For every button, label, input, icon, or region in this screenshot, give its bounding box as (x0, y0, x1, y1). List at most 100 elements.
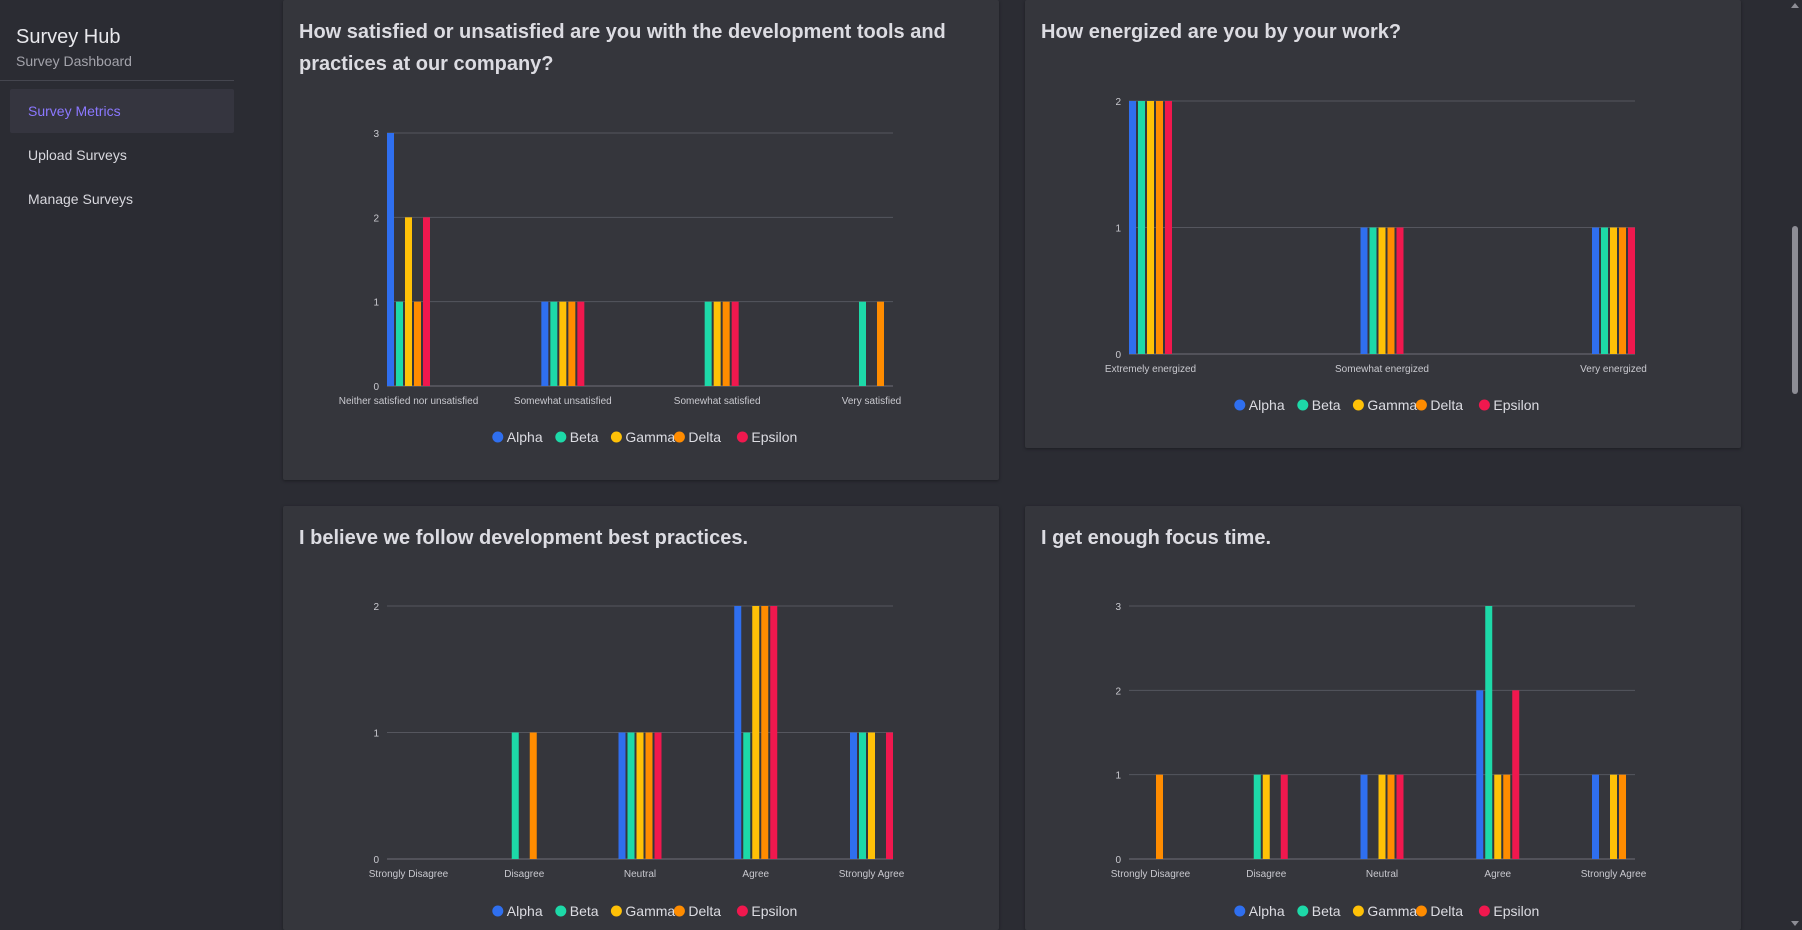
bar-delta (414, 301, 421, 386)
bar-delta (877, 301, 884, 386)
legend-swatch (1352, 905, 1364, 917)
x-tick-label: Disagree (1246, 869, 1286, 880)
app-title: Survey Hub (16, 26, 121, 48)
legend-swatch (1478, 399, 1490, 411)
y-tick-label: 0 (1115, 350, 1121, 361)
legend-label: Epsilon (751, 429, 797, 445)
sidebar-item-survey-metrics[interactable]: Survey Metrics (10, 89, 234, 133)
sidebar-item-upload-surveys[interactable]: Upload Surveys (28, 147, 127, 163)
bar-delta (645, 732, 653, 859)
x-tick-label: Somewhat unsatisfied (514, 396, 612, 407)
bar-epsilon (577, 301, 585, 386)
bar-epsilon (423, 217, 430, 386)
bar-gamma (405, 217, 412, 386)
bar-alpha (618, 732, 626, 859)
y-tick-label: 2 (1115, 686, 1121, 697)
bar-alpha (734, 606, 742, 859)
chart-card-best-practices: I believe we follow development best pra… (283, 506, 999, 930)
legend-label: Epsilon (1493, 397, 1539, 413)
y-tick-label: 0 (373, 855, 379, 866)
bar-beta (1138, 101, 1145, 354)
bar-gamma (1610, 227, 1617, 354)
bar-epsilon (770, 606, 778, 859)
bar-gamma (1147, 101, 1154, 354)
chart-card-focus-time: I get enough focus time. 0 1 2 3 Strongly Di… (1025, 506, 1741, 930)
legend-swatch (736, 431, 748, 443)
bar-delta (1619, 227, 1626, 354)
bar-gamma (1262, 774, 1270, 859)
bar-alpha (850, 732, 857, 859)
y-tick-label: 1 (373, 729, 379, 740)
x-tick-label: Strongly Agree (1581, 869, 1647, 880)
y-tick-label: 1 (1115, 771, 1121, 782)
bar-epsilon (1396, 774, 1404, 859)
bar-beta (859, 301, 866, 386)
bar-alpha (1360, 227, 1368, 354)
bar-epsilon (1280, 774, 1288, 859)
legend-swatch (673, 905, 685, 917)
bar-gamma (1610, 774, 1617, 859)
bar-gamma (559, 301, 567, 386)
bar-delta (1387, 227, 1395, 354)
bar-beta (511, 732, 519, 859)
x-tick-label: Agree (742, 869, 769, 880)
bar-chart: 0 1 2 3 Neither satisfied nor unsatisfied Som… (339, 129, 902, 445)
bar-gamma (636, 732, 644, 859)
legend-swatch (555, 431, 567, 443)
chart-title: How satisfied or unsatisfied are you wit… (299, 21, 946, 75)
bar-chart: 0 1 2 3 Strongly Disagree Disagree Neutral Agre… (1111, 602, 1647, 919)
bar-beta (550, 301, 558, 386)
chart-card-satisfaction: How satisfied or unsatisfied are you wit… (283, 0, 999, 480)
legend-label: Gamma (625, 903, 675, 919)
bar-beta (396, 301, 403, 386)
legend-label: Alpha (1249, 903, 1285, 919)
y-tick-label: 0 (1115, 855, 1121, 866)
legend-swatch (1234, 905, 1246, 917)
sidebar-nav: Survey Metrics Upload Surveys Manage Sur… (0, 89, 236, 221)
bar-chart: 0 1 2 Extremely energized Somewhat energized… (1105, 97, 1647, 413)
y-tick-label: 3 (1115, 602, 1121, 613)
legend-label: Delta (688, 429, 721, 445)
x-tick-label: Extremely energized (1105, 364, 1196, 375)
x-tick-label: Strongly Disagree (1111, 869, 1191, 880)
x-tick-label: Neutral (624, 869, 656, 880)
legend-label: Epsilon (751, 903, 797, 919)
legend-label: Gamma (1367, 397, 1417, 413)
legend-swatch (673, 431, 685, 443)
x-tick-label: Strongly Agree (839, 869, 905, 880)
scrollbar-thumb[interactable] (1792, 226, 1798, 394)
legend-label: Beta (570, 903, 599, 919)
bar-gamma (1378, 774, 1386, 859)
scroll-down-icon[interactable] (1791, 921, 1799, 926)
legend-swatch (610, 431, 622, 443)
bar-beta (1485, 606, 1493, 859)
bar-beta (743, 732, 751, 859)
bar-delta (1503, 774, 1511, 859)
scroll-up-icon[interactable] (1791, 3, 1799, 8)
bar-epsilon (886, 732, 893, 859)
bar-delta (1156, 101, 1163, 354)
legend-swatch (1352, 399, 1364, 411)
legend-label: Epsilon (1493, 903, 1539, 919)
page-scrollbar[interactable] (1788, 0, 1802, 930)
legend-label: Alpha (1249, 397, 1285, 413)
bar-beta (1369, 227, 1377, 354)
bar-chart: 0 1 2 Strongly Disagree Disagree Neutral Agree… (369, 602, 905, 919)
bar-gamma (868, 732, 875, 859)
legend-swatch (610, 905, 622, 917)
bar-epsilon (1165, 101, 1172, 354)
legend-swatch (555, 905, 567, 917)
legend-label: Delta (1430, 903, 1463, 919)
brand: Survey Hub Survey Dashboard (0, 0, 236, 69)
y-tick-label: 1 (1115, 224, 1121, 235)
bar-delta (761, 606, 769, 859)
legend-label: Delta (1430, 397, 1463, 413)
x-tick-label: Somewhat energized (1335, 364, 1429, 375)
sidebar-item-manage-surveys[interactable]: Manage Surveys (28, 191, 134, 207)
bar-epsilon (654, 732, 662, 859)
bar-delta (529, 732, 537, 859)
legend-swatch (1415, 905, 1427, 917)
bar-alpha (541, 301, 549, 386)
bar-beta (859, 732, 866, 859)
y-tick-label: 0 (373, 382, 379, 393)
